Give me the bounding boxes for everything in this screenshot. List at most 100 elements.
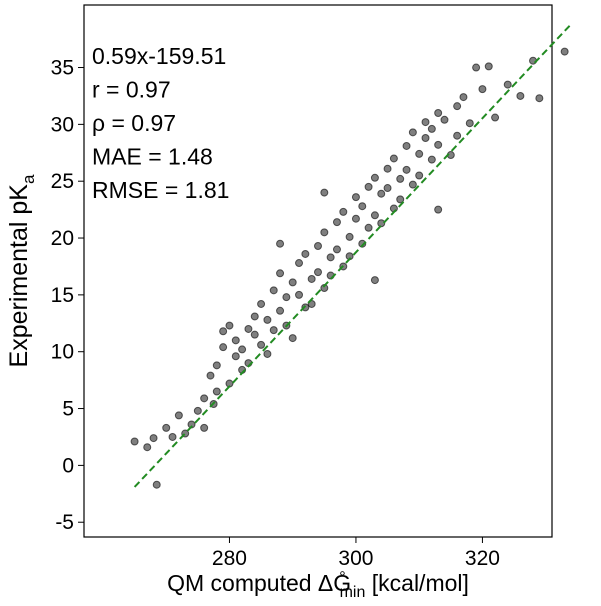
point [332, 245, 341, 254]
point [152, 480, 161, 489]
point [440, 115, 449, 124]
point [257, 299, 266, 308]
x-tick-label: 300 [338, 547, 373, 570]
point [453, 131, 462, 140]
point [212, 387, 221, 396]
point [415, 171, 424, 180]
point [434, 108, 443, 117]
point [535, 94, 544, 103]
point [276, 269, 285, 278]
point [465, 119, 474, 128]
point [370, 276, 379, 285]
x-label-sup: ° [339, 569, 345, 586]
point [174, 411, 183, 420]
point [421, 134, 430, 142]
point [244, 324, 253, 333]
point [459, 93, 468, 102]
x-label-text: QM computed ΔG [167, 570, 351, 596]
point [314, 241, 322, 250]
point [225, 321, 234, 330]
point [162, 423, 171, 432]
x-axis-label: QM computed ΔG° min [kcal/mol] [167, 569, 469, 601]
point [263, 315, 272, 324]
point [402, 141, 411, 150]
point [320, 228, 329, 237]
y-label-sub: a [19, 174, 38, 184]
point [491, 113, 500, 122]
point [276, 239, 285, 248]
point [231, 336, 240, 345]
point [320, 188, 329, 197]
point [130, 437, 139, 446]
point [396, 195, 405, 204]
point [383, 184, 392, 193]
point [269, 286, 278, 295]
point [345, 232, 354, 241]
point [263, 349, 272, 358]
point [408, 128, 417, 137]
point [219, 327, 228, 336]
point [358, 239, 367, 248]
point [370, 173, 379, 182]
fit-line [133, 23, 572, 488]
point [250, 312, 259, 321]
annotation: r = 0.97 [92, 77, 171, 103]
y-tick-label: 35 [51, 57, 74, 80]
point [301, 249, 310, 258]
point [351, 193, 360, 202]
point [295, 259, 304, 268]
point [231, 352, 240, 361]
y-tick-label: 0 [62, 454, 74, 477]
point [370, 211, 379, 220]
point [257, 340, 266, 349]
y-tick-label: 15 [51, 284, 74, 307]
point [503, 80, 512, 89]
point [307, 274, 316, 283]
point [200, 394, 209, 403]
point [326, 253, 335, 262]
y-tick-label: 5 [62, 398, 74, 421]
point [200, 423, 209, 432]
point [408, 180, 417, 189]
point [276, 306, 285, 315]
x-tick-label: 320 [465, 547, 500, 570]
x-label-sub: min [340, 584, 366, 601]
point [339, 207, 348, 216]
point [332, 218, 341, 227]
point [560, 47, 569, 56]
point [516, 91, 525, 100]
point [314, 268, 322, 277]
plot-frame [83, 4, 553, 538]
point [143, 443, 152, 452]
point [282, 293, 291, 302]
point [364, 182, 373, 191]
point [351, 214, 360, 223]
point [193, 406, 202, 415]
point [383, 164, 392, 173]
point [250, 330, 259, 339]
point [212, 361, 221, 370]
point [219, 343, 228, 352]
point [358, 202, 367, 211]
point [396, 174, 405, 183]
point [402, 165, 411, 174]
point [364, 223, 373, 232]
point [427, 155, 436, 164]
y-tick-label: 30 [51, 113, 74, 136]
y-label-text: Experimental pK [5, 184, 33, 368]
x-label-suffix: [kcal/mol] [365, 570, 469, 596]
y-tick-label: 25 [51, 170, 74, 193]
point [377, 189, 386, 198]
point [288, 334, 297, 343]
point [415, 149, 424, 158]
point [478, 85, 487, 94]
point [288, 278, 297, 287]
point [434, 205, 443, 214]
annotation: RMSE = 1.81 [92, 177, 229, 203]
point [421, 118, 430, 127]
point [434, 140, 443, 149]
point [472, 63, 481, 72]
point [168, 432, 177, 441]
y-tick-label: 10 [51, 341, 74, 364]
